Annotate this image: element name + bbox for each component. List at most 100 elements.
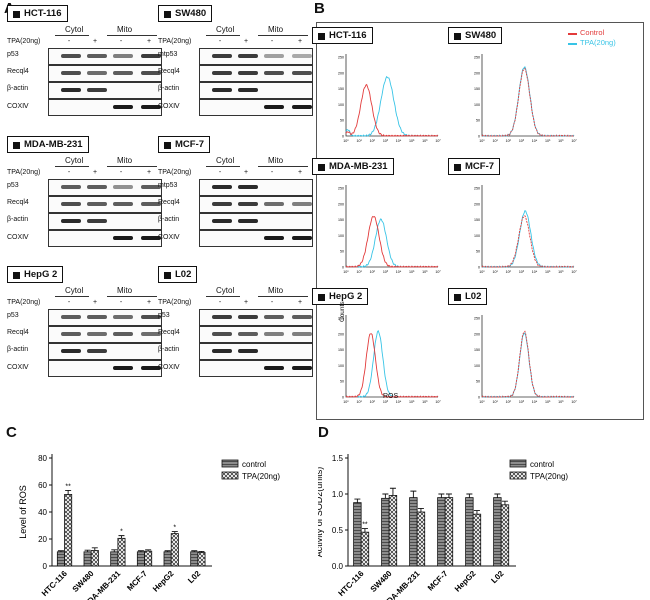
y-tick-label: 40 [38, 508, 47, 517]
blot-band [113, 54, 133, 58]
blot-row [199, 99, 313, 116]
blot-row-label: Recql4 [158, 329, 180, 336]
flow-xtick: 10³ [519, 270, 525, 274]
flow-xtick: 10⁵ [409, 139, 415, 143]
panel-label-c: C [6, 424, 17, 441]
bar-control [83, 551, 92, 567]
blot-treatment-label: TPA(20ng) [158, 169, 192, 176]
flow-xtick: 10⁰ [343, 270, 349, 274]
flow-axes [481, 185, 574, 268]
flow-ytick: 100 [338, 103, 344, 107]
control-swatch [568, 33, 577, 35]
flow-cytometry-frame [316, 22, 644, 420]
blot-header-cytol: Cytol [216, 286, 235, 295]
x-tick-label: HTC-116 [337, 569, 366, 598]
flow-xtick: 10⁶ [558, 139, 564, 143]
sod2-activity-chart: 0.0 0.5 1.0 1.5 Activity of SOD2(units) ** HTC… [318, 454, 568, 600]
bar-control [381, 497, 390, 567]
flow-cell-label: L02 [448, 288, 488, 305]
blot-band [113, 315, 133, 319]
blot-lane-sign: - [218, 38, 222, 45]
blot-lane-sign: + [297, 169, 303, 176]
flow-xtick: 10³ [519, 139, 525, 143]
legend-swatch [509, 471, 527, 480]
panel-label-b: B [314, 0, 325, 17]
control-curve [481, 330, 575, 398]
blot-lane-sign: + [146, 299, 152, 306]
error-bar [164, 550, 171, 552]
tpa-curve [345, 329, 439, 398]
blot-lane-sign: + [243, 169, 249, 176]
blot-lane-sign: - [67, 299, 71, 306]
blot-band [61, 88, 81, 92]
error-bar [198, 550, 205, 553]
blot-row-label: β-actin [158, 85, 180, 92]
x-tick-label: SW480 [369, 569, 394, 594]
blot-band [87, 54, 107, 58]
blot-band [61, 54, 81, 58]
flow-ytick: 200 [338, 71, 344, 75]
blot-row-label: p53 [7, 51, 19, 58]
blot-row-label: β-actin [7, 85, 29, 92]
flow-ytick: 150 [338, 348, 344, 352]
blot-row-label: COXⅣ [7, 234, 29, 241]
error-bar [111, 549, 118, 552]
blot-band [212, 332, 232, 336]
blot-band [264, 332, 284, 336]
error-bar [417, 507, 424, 512]
blot-lane-sign: + [243, 38, 249, 45]
blot-band [292, 366, 312, 370]
blot-row-label: β-actin [7, 216, 29, 223]
flow-xtick: 10² [370, 400, 376, 404]
flow-ytick: 150 [474, 348, 480, 352]
significance-mark: ** [65, 483, 71, 490]
flow-xtick: 10¹ [357, 400, 363, 404]
blot-band [61, 315, 81, 319]
flow-histogram: 0 50 100 150 200 250 10⁰ 10¹ 10² 10³ 10⁴ 10⁵ 10⁶ 10⁷ [338, 185, 441, 274]
bar-tpa20ng [360, 531, 370, 567]
error-bar [382, 493, 389, 499]
blot-band [87, 88, 107, 92]
blot-header-mito: Mito [268, 286, 284, 295]
blot-header-underline [55, 35, 89, 36]
blot-row [199, 179, 313, 196]
bar-control [190, 551, 199, 567]
legend-swatch [221, 471, 239, 480]
x-tick-label: SW480 [71, 569, 96, 594]
y-tick-label: 0.5 [332, 526, 344, 535]
flow-ytick: 0 [342, 266, 344, 270]
blot-band [61, 202, 81, 206]
error-bar [354, 498, 361, 503]
blot-band [141, 71, 161, 75]
x-tick-label: L02 [489, 569, 506, 586]
blot-band [212, 202, 232, 206]
blot-row-label: Recql4 [7, 329, 29, 336]
blot-row [48, 230, 162, 247]
error-bar [91, 547, 98, 551]
flow-ytick: 100 [474, 364, 480, 368]
flow-xtick: 10⁰ [343, 400, 349, 404]
legend-label: TPA(20ng) [242, 472, 280, 481]
blot-band [238, 315, 258, 319]
flow-ytick: 0 [342, 396, 344, 400]
flow-xtick: 10³ [383, 139, 389, 143]
flow-ytick: 250 [338, 317, 344, 321]
blot-band [238, 219, 258, 223]
bar-control [493, 497, 502, 567]
blot-band [61, 71, 81, 75]
blot-header-underline [107, 296, 157, 297]
blot-band [238, 88, 258, 92]
blot-band [141, 185, 161, 189]
blot-row-label: β-actin [158, 346, 180, 353]
error-bar [466, 493, 473, 498]
flow-xtick: 10⁵ [409, 270, 415, 274]
blot-header-mito: Mito [117, 25, 133, 34]
flow-xtick: 10³ [519, 400, 525, 404]
flow-ytick: 200 [474, 202, 480, 206]
blot-band [238, 332, 258, 336]
flow-cell-label: HCT-116 [312, 27, 373, 44]
blot-band [87, 202, 107, 206]
flow-xtick: 10⁵ [545, 400, 551, 404]
blot-row-label: Recql4 [158, 68, 180, 75]
control-curve [345, 215, 439, 268]
